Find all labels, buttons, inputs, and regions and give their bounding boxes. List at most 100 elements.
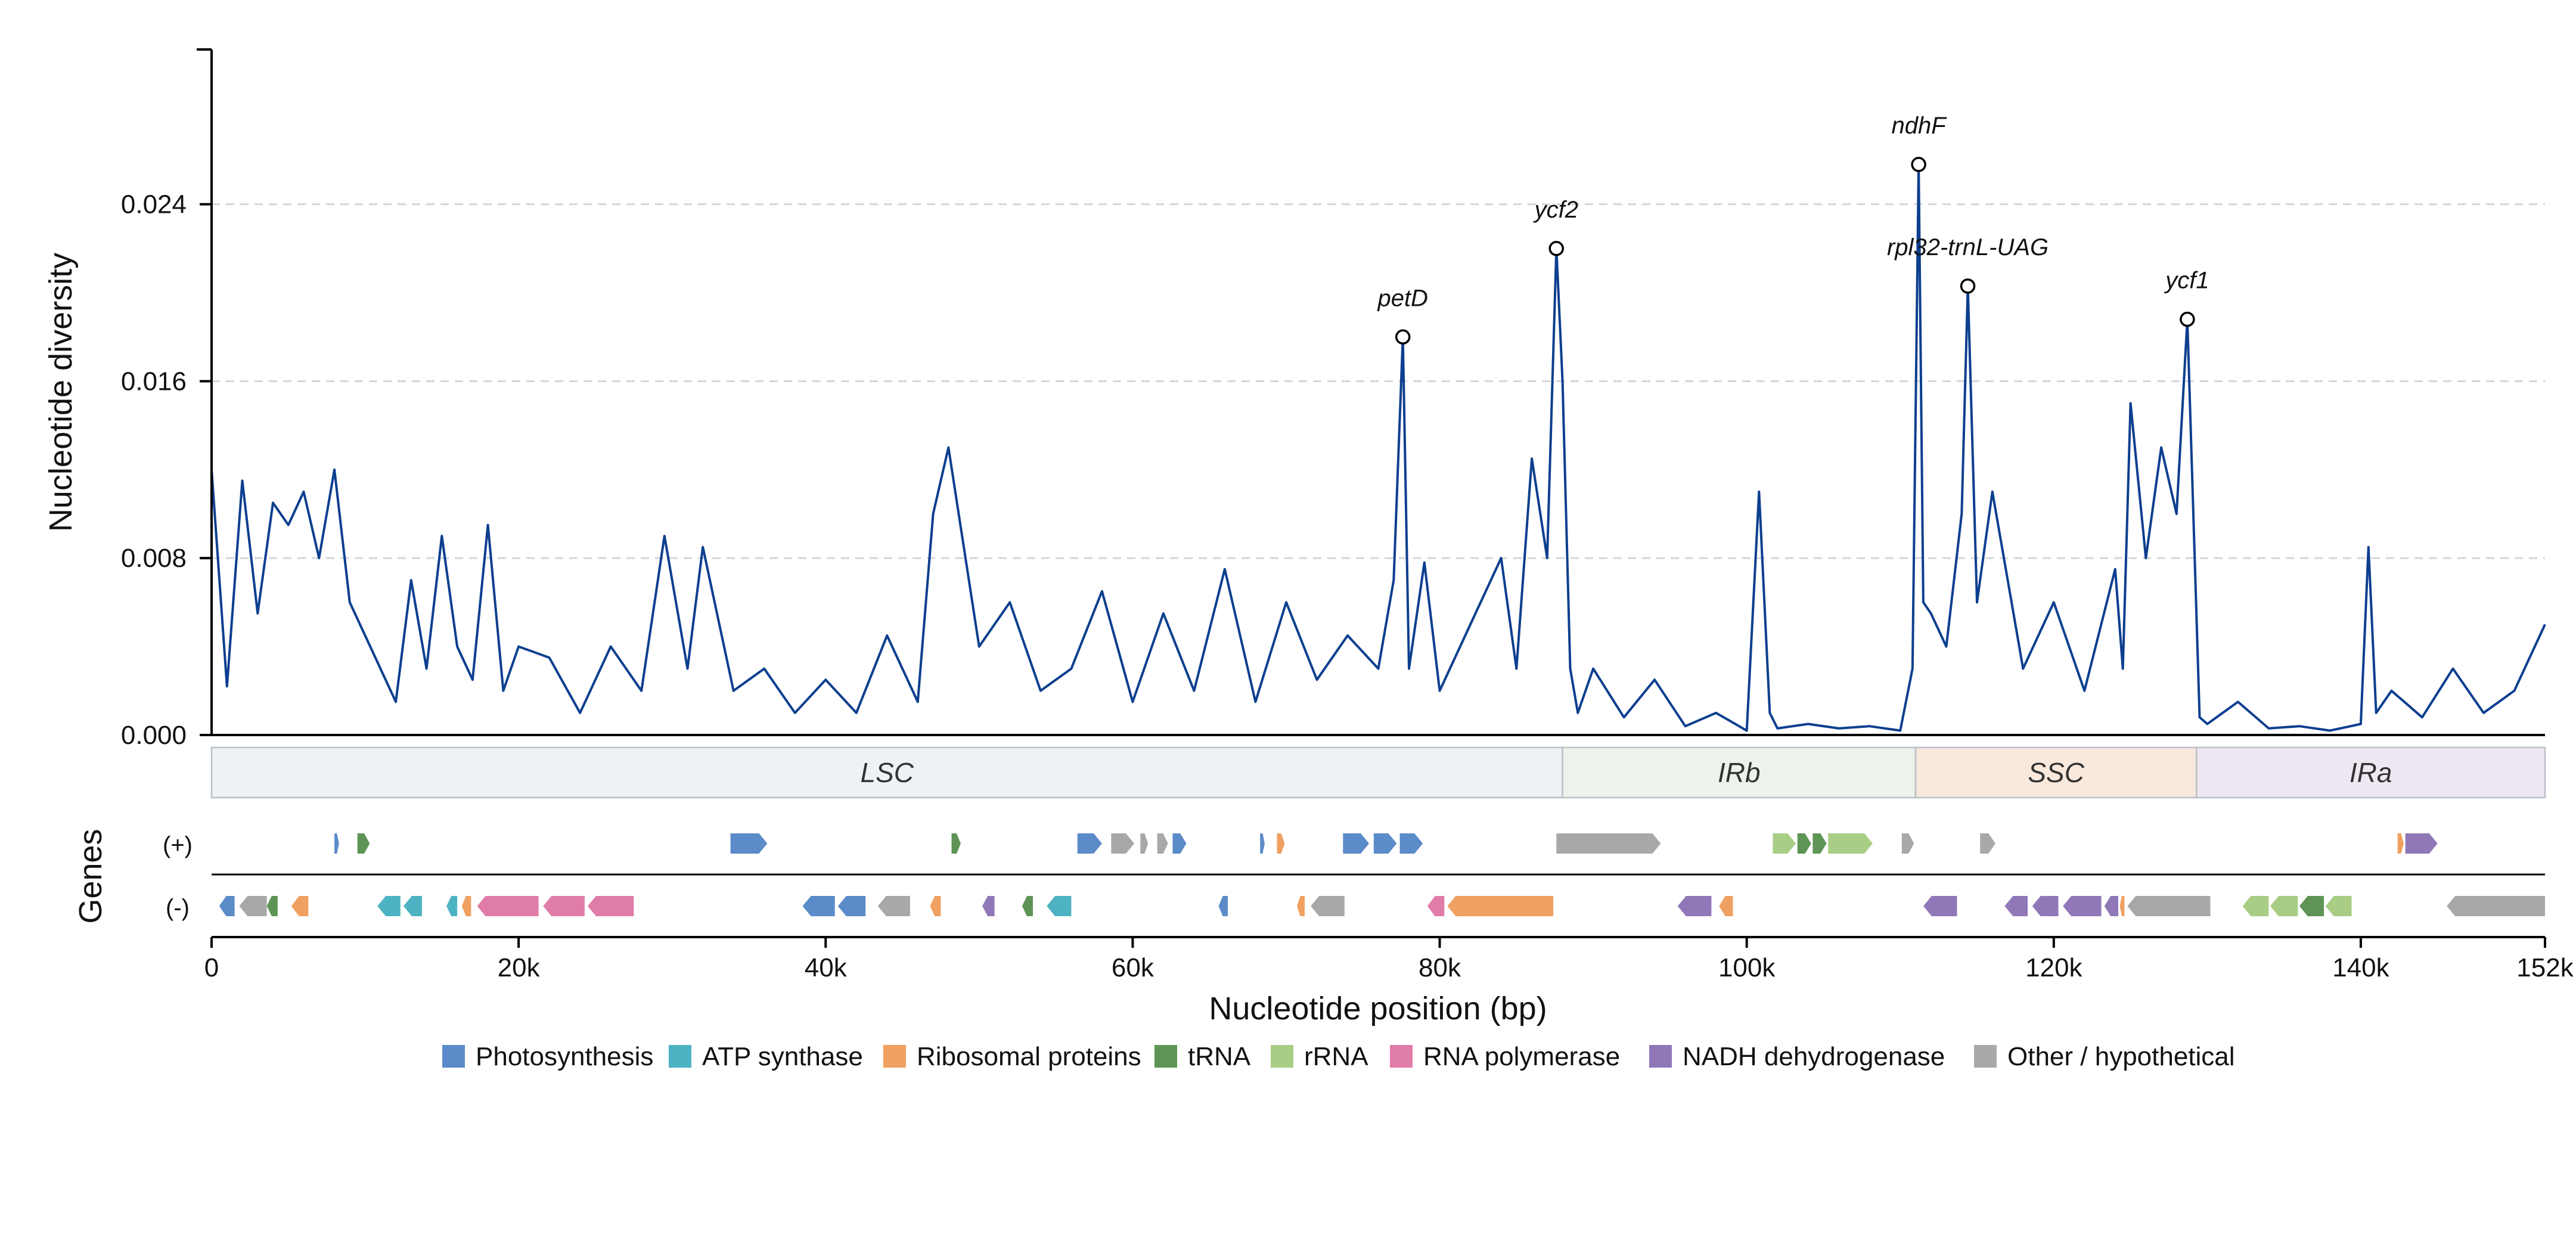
peak-label: ndhF: [1892, 113, 1948, 139]
peak-marker: [1960, 278, 1976, 294]
gene-arrow: [2447, 896, 2545, 916]
legend: Photosynthesis ATP synthase Ribosomal prot…: [442, 1042, 2235, 1071]
gene-arrow: [1901, 833, 1914, 854]
gene-arrow: [219, 896, 235, 916]
annotation-layer: petD ycf2 ndhF rpl32-trnL-UAG ycf1: [1377, 113, 2209, 345]
minus-strand-label: (-): [166, 895, 190, 921]
x-tick-label: 20k: [498, 953, 541, 982]
x-tick-label: 120k: [2025, 953, 2082, 982]
gene-arrow: [1677, 896, 1712, 916]
peak-marker: [2180, 311, 2195, 327]
gene-arrow: [1399, 833, 1423, 854]
gene-arrow: [1297, 896, 1305, 916]
legend-label: Ribosomal proteins: [917, 1042, 1141, 1071]
x-axis-title: Nucleotide position (bp): [1209, 991, 1547, 1026]
gene-arrow: [588, 896, 634, 916]
gene-arrow: [1427, 896, 1445, 916]
gene-arrow: [2104, 896, 2118, 916]
x-tick-label: 40k: [805, 953, 848, 982]
x-tick-label: 0: [204, 953, 219, 982]
y-axis-title: Nucleotide diversity: [43, 253, 79, 532]
gene-arrow: [1260, 833, 1265, 854]
legend-swatch: [1649, 1045, 1672, 1068]
peak-label: ycf2: [1533, 197, 1578, 223]
gene-arrow: [1277, 833, 1285, 854]
gene-arrow: [377, 896, 401, 916]
gene-arrow: [446, 896, 458, 916]
gene-arrow: [877, 896, 910, 916]
x-tick-label: 80k: [1419, 953, 1461, 982]
gene-arrow: [477, 896, 539, 916]
peak-label: petD: [1377, 285, 1428, 311]
legend-swatch: [669, 1045, 691, 1068]
gene-arrow: [2405, 833, 2438, 854]
gene-arrow: [1111, 833, 1134, 854]
gene-arrow: [1923, 896, 1957, 916]
y-tick-label: 0.000: [121, 721, 187, 750]
gene-arrow: [1773, 833, 1796, 854]
legend-label: rRNA: [1304, 1042, 1368, 1071]
peak-label: rpl32-trnL-UAG: [1887, 234, 2049, 260]
region-band: [1562, 746, 1917, 799]
gene-arrow: [2127, 896, 2211, 916]
legend-swatch: [442, 1045, 465, 1068]
legend-swatch: [883, 1045, 906, 1068]
gene-arrow: [1373, 833, 1397, 854]
region-label: SSC: [2028, 757, 2084, 788]
gene-arrow: [2270, 896, 2298, 916]
peak-marker: [1548, 241, 1565, 256]
plus-strand-label: (+): [163, 832, 193, 858]
legend-swatch: [1154, 1045, 1177, 1068]
y-tick-label: 0.024: [121, 190, 187, 219]
gene-arrow: [802, 896, 835, 916]
gene-arrow: [1980, 833, 1995, 854]
line-layer: [210, 163, 2546, 732]
gene-arrow: [1447, 896, 1554, 916]
legend-swatch: [1390, 1045, 1413, 1068]
legend-label: NADH dehydrogenase: [1683, 1042, 1945, 1071]
x-tick-label: 152k: [2516, 953, 2574, 982]
grid-layer: [212, 203, 2545, 559]
gene-arrow: [1812, 833, 1827, 854]
axis-layer: Nucleotide diversity 0.000 0.008 0.016 0.02…: [43, 48, 2545, 750]
region-band: [1914, 746, 2198, 799]
gene-arrow: [239, 896, 267, 916]
gene-arrow: [1311, 896, 1345, 916]
gene-arrow: [543, 896, 585, 916]
gene-arrow: [2119, 896, 2125, 916]
legend-label: Other / hypothetical: [2007, 1042, 2235, 1071]
gene-arrow: [357, 833, 370, 854]
region-track: LSC IRb SSC IRa: [210, 746, 2546, 799]
gene-arrow: [1047, 896, 1072, 916]
gene-arrow: [2063, 896, 2102, 916]
gene-track: Genes (+) (-) Nucleotide position (bp) 0…: [73, 829, 2574, 1026]
y-tick-label: 0.016: [121, 367, 187, 396]
diversity-series-line: [210, 163, 2546, 732]
region-label: LSC: [861, 757, 914, 788]
gene-arrow: [1157, 833, 1168, 854]
legend-swatch: [1271, 1045, 1293, 1068]
region-label: IRa: [2350, 757, 2392, 788]
gene-arrow: [1172, 833, 1187, 854]
gene-arrow: [1218, 896, 1228, 916]
gene-arrow: [1343, 833, 1369, 854]
gene-arrow: [2032, 896, 2059, 916]
gene-arrow: [1797, 833, 1811, 854]
gene-arrow: [2325, 896, 2352, 916]
gene-arrow: [266, 896, 278, 916]
gene-arrow: [1022, 896, 1033, 916]
gene-arrow: [730, 833, 768, 854]
gene-arrow: [1140, 833, 1149, 854]
gene-arrow: [982, 896, 995, 916]
gene-arrow: [2004, 896, 2028, 916]
gene-arrow: [837, 896, 866, 916]
region-band: [2196, 746, 2546, 799]
y-tick-label: 0.008: [121, 544, 187, 573]
peak-label: ycf1: [2164, 268, 2209, 294]
region-label: IRb: [1718, 757, 1761, 788]
legend-label: tRNA: [1188, 1042, 1251, 1071]
gene-arrow: [291, 896, 309, 916]
gene-arrow: [461, 896, 471, 916]
